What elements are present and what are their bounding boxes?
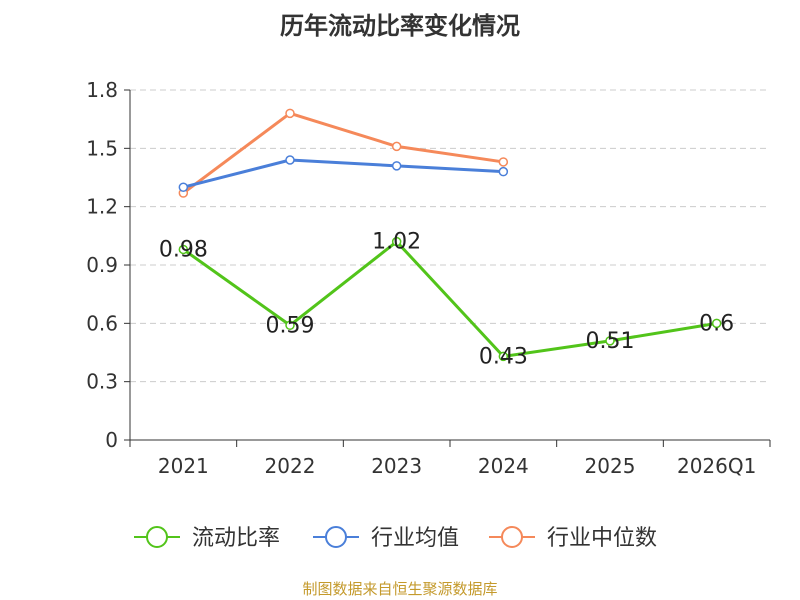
data-point — [498, 157, 509, 167]
data-point — [498, 351, 509, 362]
y-tick-label: 0.6 — [86, 311, 118, 335]
legend-item: 行业中位数 — [489, 526, 657, 551]
series-lines — [182, 111, 717, 358]
data-point — [178, 182, 189, 192]
y-tick-label: 1.8 — [86, 78, 118, 102]
y-tick-label: 0.3 — [86, 370, 118, 394]
data-source-note: 制图数据来自恒生聚源数据库 — [302, 580, 498, 598]
legend-label: 流动比率 — [192, 526, 280, 551]
legend: 流动比率 行业均值 行业中位数 — [134, 526, 657, 551]
x-tick-label: 2022 — [265, 454, 316, 478]
legend-item: 行业均值 — [313, 526, 459, 551]
data-point — [391, 141, 402, 152]
legend-item: 流动比率 — [134, 526, 280, 551]
data-point — [605, 336, 615, 346]
y-tick-label: 1.5 — [86, 136, 118, 160]
legend-label: 行业中位数 — [547, 526, 657, 551]
y-tick-label: 1.2 — [86, 195, 118, 219]
data-label: 0.6 — [699, 311, 734, 336]
x-tick-label: 2025 — [585, 454, 636, 478]
data-point — [285, 320, 295, 331]
data-point — [178, 244, 189, 255]
x-tick-label: 2021 — [158, 454, 209, 478]
data-label: 0.59 — [266, 313, 315, 338]
y-tick-label: 0.9 — [86, 253, 118, 277]
x-tick-label: 2024 — [478, 454, 529, 478]
x-tick-label: 2023 — [371, 454, 422, 478]
data-label: 1.02 — [372, 230, 421, 255]
series-line — [182, 111, 504, 195]
tick-labels: 0 0.3 0.6 0.9 1.2 1.5 1.8 2021 2022 2023 2024 2025 2… — [86, 78, 756, 478]
data-label: 0.43 — [479, 344, 528, 369]
x-tick-label: 2026Q1 — [677, 454, 756, 478]
series-line — [182, 158, 504, 189]
data-labels: 0.98 0.59 1.02 0.43 0.51 0.6 — [159, 230, 734, 370]
legend-marker — [146, 526, 168, 548]
data-label: 0.98 — [159, 237, 208, 262]
legend-label: 行业均值 — [371, 526, 459, 551]
legend-marker — [501, 526, 523, 548]
series-points — [178, 108, 722, 362]
chart-title: 历年流动比率变化情况 — [280, 12, 520, 40]
series-line — [182, 240, 717, 358]
data-point — [285, 155, 295, 165]
legend-marker — [325, 526, 347, 548]
data-point — [285, 108, 295, 119]
axes — [124, 89, 771, 447]
data-label: 0.51 — [586, 329, 635, 354]
gridlines — [130, 89, 770, 383]
data-point — [711, 318, 722, 329]
data-point — [391, 161, 402, 171]
data-point — [498, 166, 509, 177]
data-point — [391, 236, 402, 247]
y-tick-label: 0 — [105, 428, 118, 452]
